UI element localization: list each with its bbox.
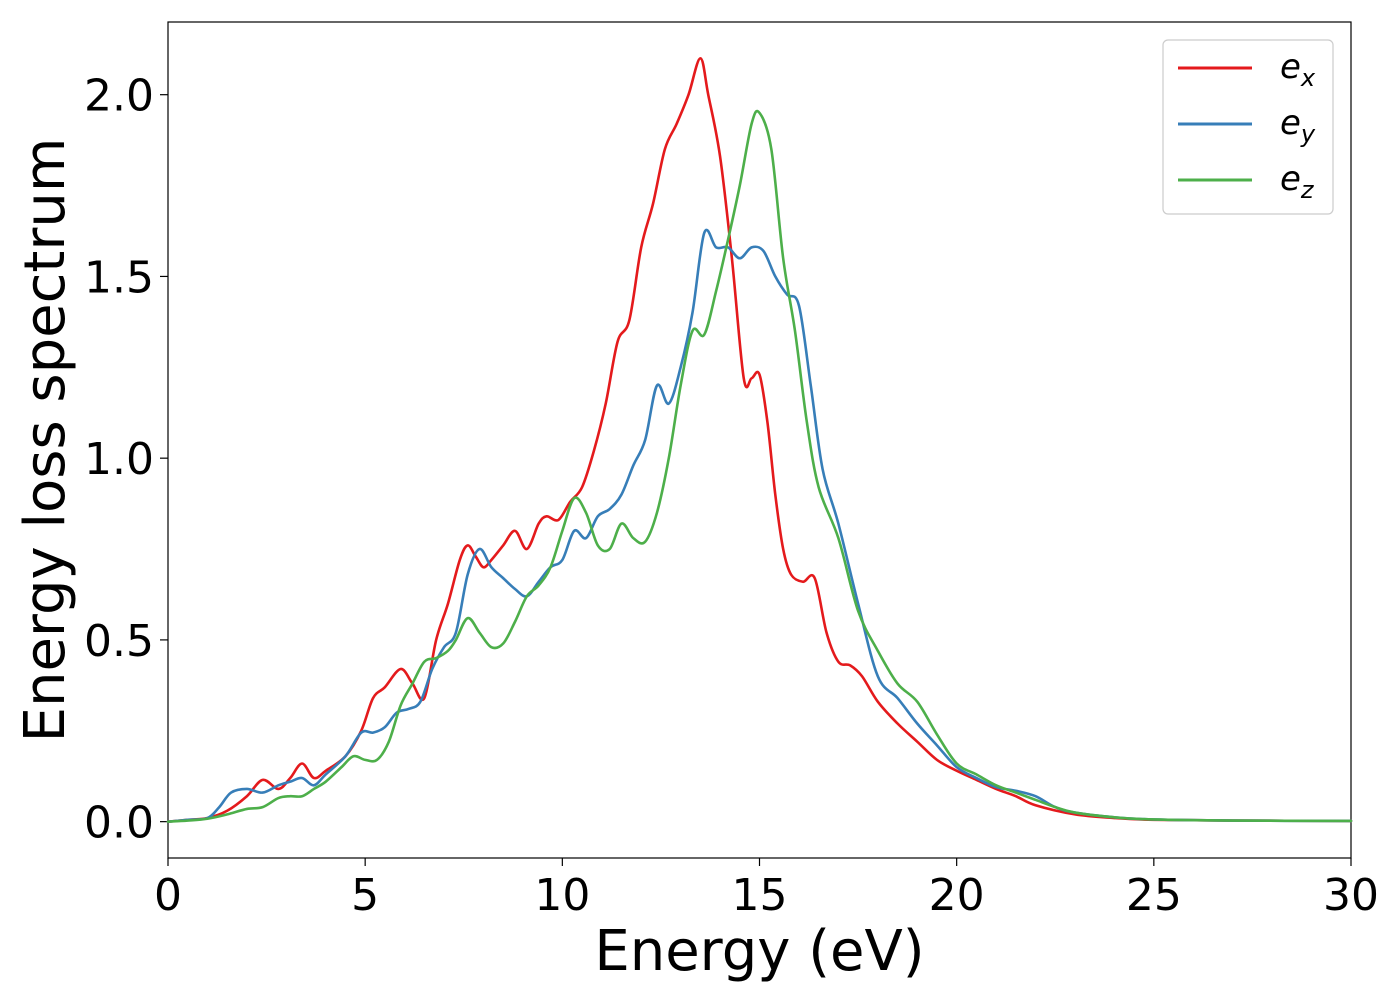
legend-label-ez: ez (1280, 159, 1315, 204)
y-tick-label: 1.5 (84, 252, 154, 303)
x-tick-label: 10 (534, 870, 590, 921)
legend-label-ey: ey (1280, 103, 1316, 148)
y-tick-label: 0.0 (84, 798, 154, 849)
legend-label-ex: ex (1280, 47, 1316, 92)
series-line-ez (166, 109, 1353, 823)
y-axis-label: Energy loss spectrum (13, 138, 78, 743)
series-lines (166, 57, 1353, 823)
x-tick-label: 20 (929, 870, 985, 921)
series-line-ey (166, 228, 1353, 823)
legend: ex ey ez (1162, 39, 1334, 215)
x-tick-label: 15 (732, 870, 788, 921)
x-tick-label: 25 (1126, 870, 1182, 921)
legend-box (1162, 39, 1334, 215)
x-tick-label: 30 (1323, 870, 1379, 921)
x-axis-ticks: 0 5 10 15 20 25 30 (154, 858, 1379, 921)
x-tick-label: 0 (154, 870, 182, 921)
legend-items: ex ey ez (1178, 47, 1316, 204)
x-tick-label: 5 (351, 870, 379, 921)
y-tick-label: 2.0 (84, 71, 154, 122)
x-axis-label: Energy (eV) (594, 919, 924, 984)
series-line-ex (166, 57, 1353, 823)
y-tick-label: 0.5 (84, 616, 154, 667)
y-tick-label: 1.0 (84, 434, 154, 485)
y-axis-ticks: 0.0 0.5 1.0 1.5 2.0 (84, 71, 168, 849)
